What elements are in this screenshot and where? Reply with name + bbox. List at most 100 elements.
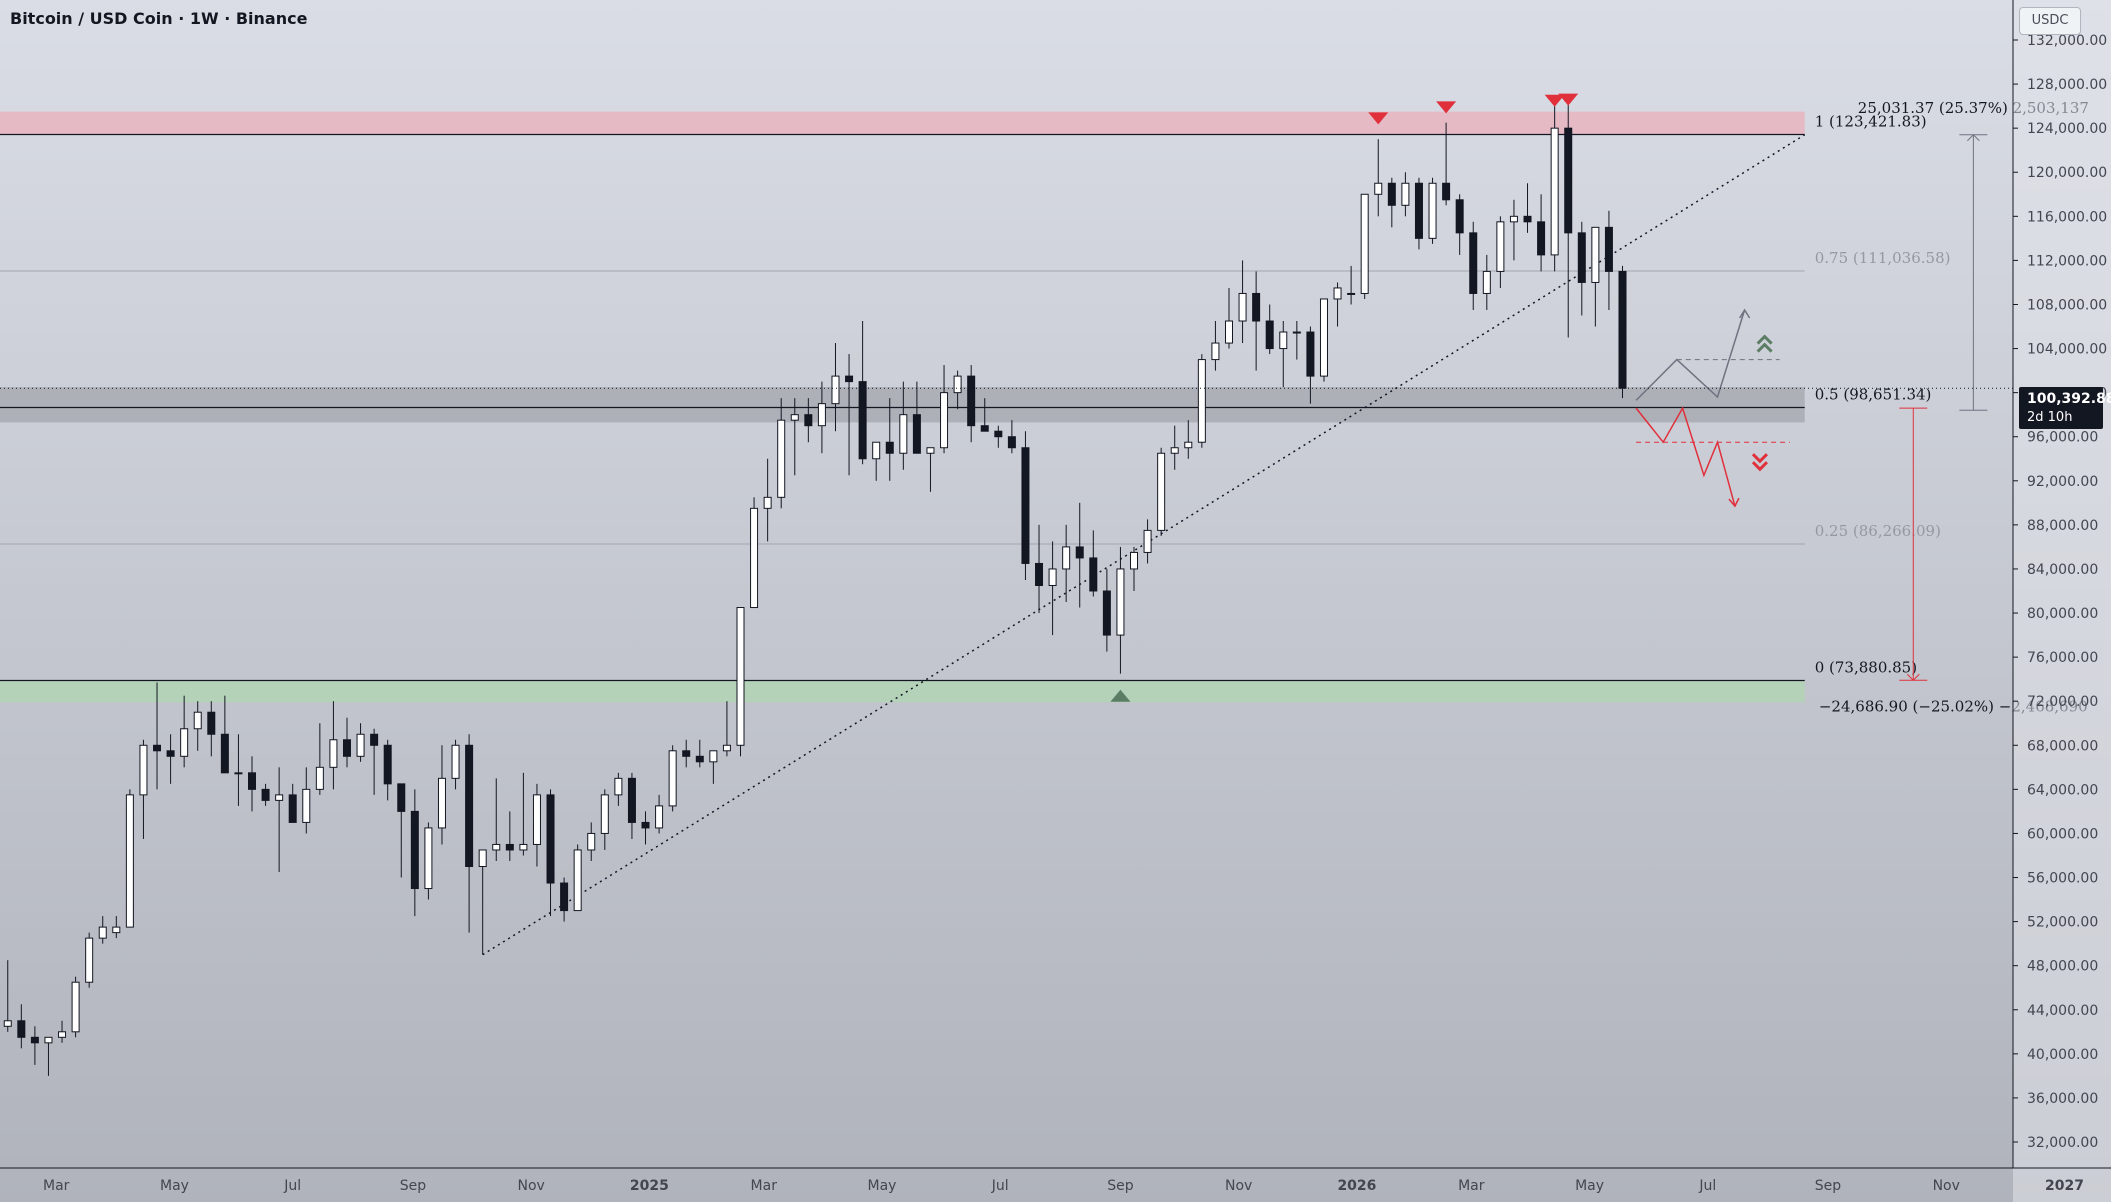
y-tick-label: 40,000.00 bbox=[2027, 1047, 2098, 1063]
candle-body bbox=[1279, 331, 1288, 350]
support-zone bbox=[0, 680, 1805, 703]
candle-body bbox=[1496, 221, 1505, 272]
candle-body bbox=[1577, 232, 1586, 283]
candle-body bbox=[1116, 568, 1125, 636]
candle-body bbox=[627, 777, 636, 823]
candle-body bbox=[614, 777, 623, 796]
candle-body bbox=[329, 739, 338, 768]
candle-body bbox=[17, 1020, 26, 1038]
candle-body bbox=[1618, 270, 1627, 389]
candle-body bbox=[275, 794, 284, 801]
y-tick-label: 88,000.00 bbox=[2027, 518, 2098, 534]
fib-level-label: 1 (123,421.83) bbox=[1815, 113, 1927, 131]
y-tick-label: 96,000.00 bbox=[2027, 430, 2098, 446]
bear-projection-path bbox=[1635, 406, 1736, 507]
candle-body bbox=[1143, 529, 1152, 553]
y-tick-label: 108,000.00 bbox=[2027, 297, 2107, 313]
candle-body bbox=[1007, 436, 1016, 449]
candle-body bbox=[1048, 568, 1057, 586]
candle-body bbox=[912, 414, 921, 454]
current-price-badge: 100,392.88 2d 10h bbox=[2019, 387, 2111, 429]
bull-arrowhead-icon bbox=[1738, 308, 1751, 319]
candle-body bbox=[465, 744, 474, 868]
candle-body bbox=[1604, 226, 1613, 272]
candle-body bbox=[85, 937, 94, 983]
candle-body bbox=[1401, 182, 1410, 206]
candle-body bbox=[641, 821, 650, 829]
y-tick-label: 52,000.00 bbox=[2027, 915, 2098, 931]
candle-body bbox=[166, 750, 175, 757]
candle-body bbox=[1442, 182, 1451, 201]
candle-body bbox=[1374, 182, 1383, 195]
candle-body bbox=[139, 744, 148, 796]
candle-body bbox=[1306, 331, 1315, 377]
chart-title: Bitcoin / USD Coin · 1W · Binance bbox=[10, 9, 308, 28]
candle-body bbox=[1102, 590, 1111, 636]
fibonacci-retracement[interactable]: 1 (123,421.83) 0.75 (111,036.58) 0.5 (98,6… bbox=[0, 113, 1951, 682]
price-scale-bg bbox=[2013, 0, 2111, 1202]
candle-body bbox=[831, 375, 840, 405]
candle-body bbox=[153, 744, 162, 752]
candle-body bbox=[1211, 342, 1220, 361]
x-tick-label: Nov bbox=[517, 1178, 544, 1194]
y-tick-label: 120,000.00 bbox=[2027, 165, 2107, 181]
x-tick-label: 2025 bbox=[630, 1178, 669, 1194]
candle-body bbox=[288, 794, 297, 823]
candle-body bbox=[546, 794, 555, 884]
fib-level-label: 0 (73,880.85) bbox=[1815, 658, 1917, 676]
candle-body bbox=[682, 750, 691, 757]
time-axis[interactable]: Mar May Jul Sep Nov 2025 Mar May Jul Sep Nov 2026 Ma… bbox=[43, 1178, 2084, 1194]
candle-body bbox=[926, 447, 935, 454]
price-axis[interactable]: 132,000.00 128,000.00 124,000.00 120,000.00… bbox=[2013, 33, 2107, 1151]
candle-body bbox=[125, 794, 134, 928]
candle-body bbox=[709, 750, 718, 763]
x-tick-label: Mar bbox=[43, 1178, 70, 1194]
y-tick-label: 84,000.00 bbox=[2027, 562, 2098, 578]
candle-body bbox=[994, 430, 1003, 438]
zones-layer bbox=[0, 111, 1805, 703]
y-tick-label: 104,000.00 bbox=[2027, 342, 2107, 358]
candle-body bbox=[1130, 551, 1139, 570]
candle-body bbox=[112, 926, 121, 934]
x-tick-label: Jul bbox=[283, 1178, 301, 1194]
candle-body bbox=[1360, 193, 1369, 294]
candle-body bbox=[1414, 182, 1423, 239]
candle-body bbox=[1564, 127, 1573, 234]
candle-body bbox=[1482, 270, 1491, 294]
candle-body bbox=[763, 496, 772, 509]
candle-body bbox=[370, 733, 379, 746]
candle-body bbox=[519, 843, 528, 851]
candle-body bbox=[1062, 546, 1071, 570]
double-chevron-down-icon bbox=[1751, 461, 1769, 472]
candle-body bbox=[505, 843, 514, 851]
y-tick-label: 80,000.00 bbox=[2027, 606, 2098, 622]
candle-body bbox=[845, 375, 854, 383]
fib-level-label: 0.75 (111,036.58) bbox=[1815, 249, 1951, 267]
projection-paths[interactable] bbox=[1635, 308, 1790, 508]
y-tick-label: 72,000.00 bbox=[2027, 694, 2098, 710]
candle-body bbox=[220, 733, 229, 774]
y-tick-label: 116,000.00 bbox=[2027, 209, 2107, 225]
double-chevron-down-icon bbox=[1751, 453, 1769, 464]
y-tick-label: 132,000.00 bbox=[2027, 33, 2107, 49]
candle-body bbox=[410, 810, 419, 890]
candle-body bbox=[1224, 320, 1233, 344]
candle-body bbox=[383, 744, 392, 785]
fib-level-label: 0.25 (86,266.09) bbox=[1815, 522, 1941, 540]
candle-body bbox=[1184, 441, 1193, 449]
candle-body bbox=[437, 777, 446, 829]
candle-body bbox=[207, 711, 216, 735]
currency-selector[interactable]: USDC bbox=[2019, 7, 2081, 35]
y-tick-label: 128,000.00 bbox=[2027, 77, 2107, 93]
candle-body bbox=[302, 788, 311, 823]
candle-body bbox=[940, 392, 949, 449]
candle-body bbox=[397, 783, 406, 812]
bottom-marker-icon bbox=[1110, 689, 1131, 702]
candle-body bbox=[1197, 359, 1206, 443]
candle-body bbox=[1333, 287, 1342, 300]
y-tick-label: 36,000.00 bbox=[2027, 1091, 2098, 1107]
resistance-zone bbox=[0, 111, 1805, 135]
